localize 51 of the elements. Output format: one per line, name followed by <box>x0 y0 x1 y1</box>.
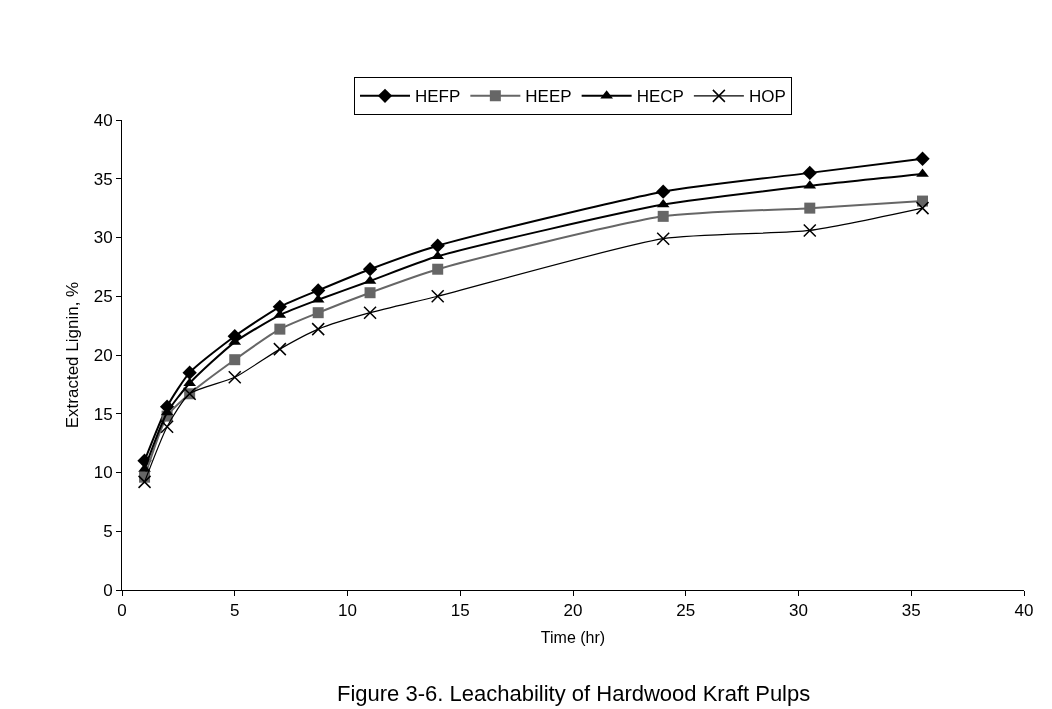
point <box>656 184 671 199</box>
y-tick-label: 30 <box>93 228 113 248</box>
y-tick-label: 40 <box>93 110 113 130</box>
point <box>272 299 287 314</box>
point <box>228 370 242 385</box>
point <box>363 305 377 320</box>
x-tick-label: 30 <box>789 601 808 621</box>
point <box>431 250 445 260</box>
point <box>137 475 152 489</box>
y-tick-label: 25 <box>93 287 113 307</box>
point <box>362 262 378 277</box>
y-tick-label: 10 <box>93 463 113 483</box>
point <box>273 342 287 356</box>
x-tick-label: 15 <box>450 601 470 621</box>
point <box>803 223 817 238</box>
point <box>182 365 197 380</box>
point <box>804 202 816 214</box>
y-tick-label: 5 <box>103 522 113 542</box>
y-tick-label: 35 <box>93 169 113 189</box>
x-tick-label: 40 <box>1014 601 1034 621</box>
y-tick-label: 15 <box>93 404 113 424</box>
x-tick-label: 0 <box>117 601 127 621</box>
point <box>430 289 445 303</box>
x-tick-label: 10 <box>338 601 357 621</box>
point <box>656 231 670 246</box>
point <box>229 354 241 366</box>
point <box>802 165 817 181</box>
point <box>160 419 174 434</box>
x-tick-label: 25 <box>676 601 696 621</box>
point <box>915 201 930 215</box>
point <box>311 283 326 298</box>
legend-label: HEEP <box>525 87 572 107</box>
point <box>312 307 324 319</box>
point <box>430 238 445 253</box>
caption: Figure 3-6. Leachability of Hardwood Kraft Pulps <box>337 681 811 706</box>
point <box>915 151 930 166</box>
x-tick-label: 20 <box>563 601 583 621</box>
point <box>364 287 376 299</box>
legend-label: HECP <box>636 87 684 107</box>
point <box>432 263 444 275</box>
point <box>657 210 669 222</box>
legend-label: HEFP <box>415 87 461 107</box>
y-tick-label: 20 <box>93 345 113 365</box>
point <box>274 323 286 335</box>
x-tick-label: 5 <box>230 601 240 621</box>
point <box>311 322 325 336</box>
y-axis-title: Extracted Lignin, % <box>63 281 83 429</box>
legend-label: HOP <box>748 87 786 107</box>
x-axis-title: Time (hr) <box>540 629 606 647</box>
y-tick-label: 0 <box>103 580 113 600</box>
x-tick-label: 35 <box>901 601 921 621</box>
